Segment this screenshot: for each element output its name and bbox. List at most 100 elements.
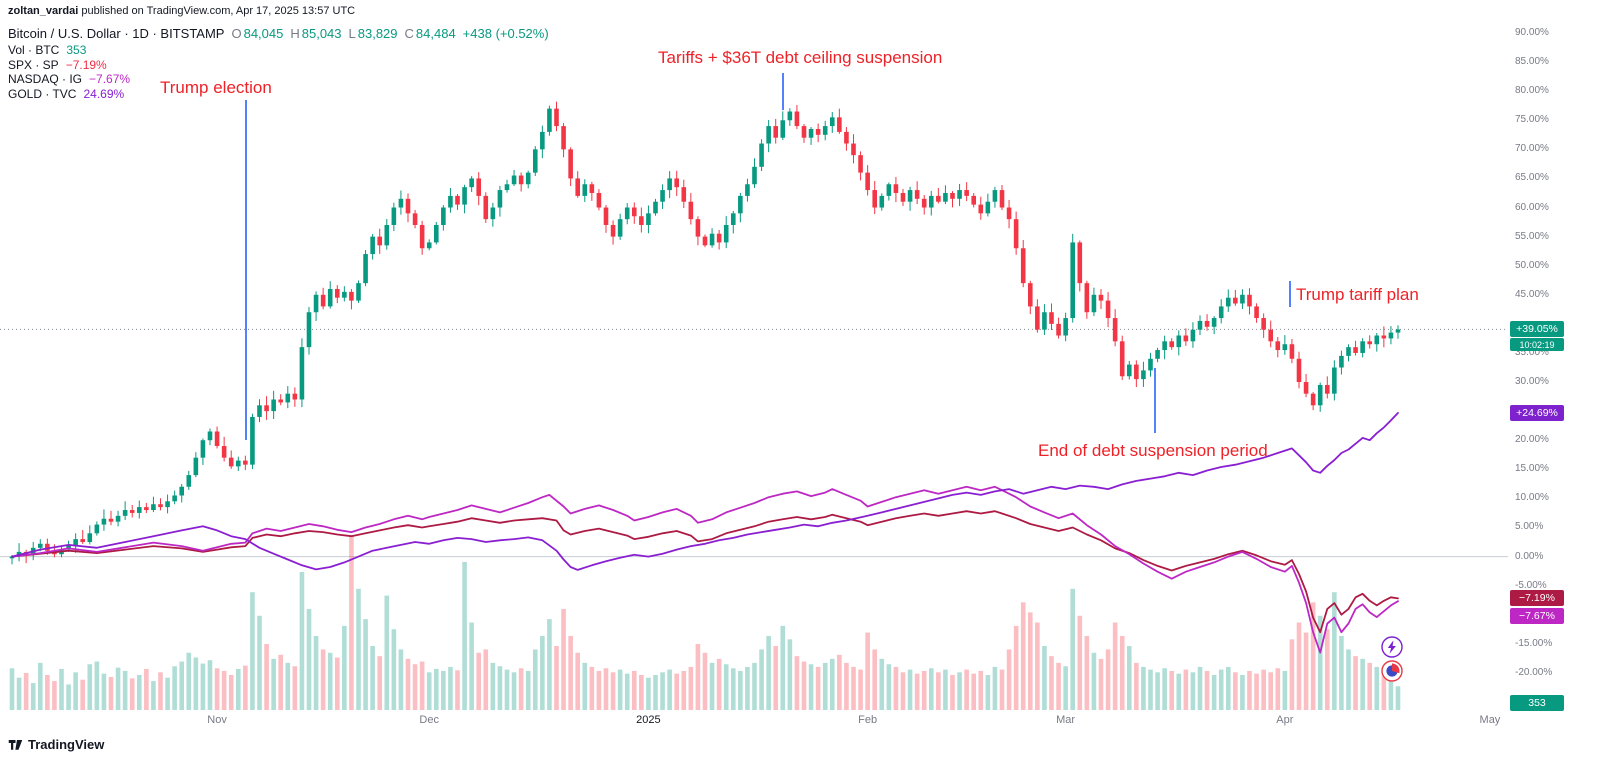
- candle-body: [631, 207, 637, 217]
- volume-bar: [144, 668, 149, 710]
- volume-bar: [928, 668, 934, 710]
- price-badge: +39.05%: [1510, 321, 1564, 338]
- candle-body: [285, 393, 291, 403]
- tradingview-label: TradingView: [28, 737, 105, 752]
- volume-bar: [992, 666, 998, 710]
- pie-badge-icon[interactable]: [1381, 660, 1403, 682]
- volume-bar: [1148, 669, 1153, 710]
- ohlc-key: O: [231, 26, 242, 41]
- ohlc-value: 83,829: [357, 26, 398, 41]
- candle-body: [221, 446, 227, 458]
- candle-body: [66, 544, 71, 550]
- pie-chart-icon: [1381, 660, 1403, 682]
- volume-bar: [1027, 612, 1033, 710]
- volume-bar: [624, 673, 630, 710]
- volume-bar: [815, 666, 821, 710]
- candle-body: [1098, 294, 1104, 301]
- volume-bar: [342, 625, 347, 710]
- volume-bar: [978, 670, 984, 710]
- volume-bar: [674, 673, 680, 710]
- candle-body: [1395, 329, 1401, 333]
- candle-body: [476, 178, 482, 196]
- candle-body: [235, 460, 241, 467]
- volume-bar: [716, 658, 722, 710]
- price-axis-label: 35.00%: [1515, 346, 1549, 358]
- candle-body: [448, 195, 453, 208]
- volume-bar: [525, 670, 531, 710]
- candle-body: [1197, 320, 1203, 330]
- volume-bar: [893, 666, 899, 710]
- candle-body: [101, 518, 107, 525]
- candle-body: [879, 195, 885, 208]
- volume-bar: [568, 635, 573, 710]
- volume-bar: [122, 670, 128, 710]
- volume-bar: [214, 668, 220, 710]
- candle-body: [320, 294, 326, 307]
- volume-bar: [511, 672, 517, 710]
- volume-bar: [1013, 625, 1019, 710]
- volume-bar: [808, 664, 814, 710]
- candle-body: [1317, 384, 1323, 406]
- volume-bar: [9, 668, 15, 710]
- volume-bar: [165, 677, 170, 710]
- volume-bar: [1077, 615, 1083, 710]
- candle-body: [794, 111, 800, 127]
- price-axis-label: 0.00%: [1515, 550, 1544, 562]
- candle-body: [490, 207, 496, 220]
- volume-bar: [377, 656, 383, 710]
- volume-bar: [1197, 666, 1203, 710]
- candle-body: [1303, 382, 1309, 394]
- time-axis-label: 2025: [636, 714, 661, 726]
- lightning-boost-icon[interactable]: [1381, 636, 1403, 658]
- volume-bar: [1126, 646, 1132, 710]
- candle-body: [639, 216, 644, 225]
- candle-body: [752, 166, 757, 185]
- candle-body: [165, 501, 170, 508]
- series-line-nasdaq: [11, 485, 1399, 654]
- volume-bar: [653, 675, 658, 710]
- volume-bar: [837, 654, 842, 710]
- price-axis-label: 60.00%: [1515, 201, 1549, 213]
- volume-bar: [1240, 675, 1245, 710]
- candle-body: [1190, 329, 1196, 342]
- candle-body: [532, 149, 538, 173]
- price-axis-label: -5.00%: [1515, 579, 1547, 591]
- candle-body: [547, 108, 552, 132]
- volume-bar: [426, 672, 432, 710]
- volume-bar: [688, 666, 694, 710]
- volume-bar: [306, 609, 312, 710]
- candle-body: [1339, 355, 1344, 368]
- candle-body: [299, 347, 305, 400]
- volume-bar: [327, 652, 333, 710]
- tradingview-logo[interactable]: TradingView: [8, 737, 104, 752]
- volume-bar: [1332, 592, 1337, 710]
- price-axis-label: 85.00%: [1515, 56, 1549, 68]
- volume-bar: [221, 670, 227, 710]
- volume-bar: [179, 661, 185, 710]
- candle-body: [1296, 358, 1302, 383]
- volume-bar: [1324, 629, 1330, 710]
- volume-bar: [1183, 669, 1189, 710]
- candle-body: [893, 184, 899, 193]
- candle-body: [1388, 332, 1394, 339]
- candle-body: [568, 149, 573, 179]
- legend-row-value: 353: [66, 43, 87, 57]
- candle-body: [518, 175, 524, 185]
- volume-bar: [582, 662, 588, 710]
- ohlc-key: L: [348, 26, 356, 41]
- volume-bar: [1275, 668, 1281, 710]
- ohlc-value: 84,484: [415, 26, 456, 41]
- time-axis-label: Dec: [419, 714, 439, 726]
- volume-bar: [1388, 676, 1394, 710]
- candle-body: [483, 195, 489, 220]
- volume-bar: [1169, 670, 1175, 710]
- candle-body: [582, 184, 588, 196]
- candle-body: [936, 195, 941, 202]
- candle-body: [610, 224, 616, 237]
- candle-body: [596, 192, 602, 208]
- candle-body: [985, 201, 991, 214]
- price-badge: +24.69%: [1510, 404, 1564, 421]
- legend-row: GOLD · TVC 24.69%: [8, 87, 549, 102]
- volume-bar: [822, 662, 828, 710]
